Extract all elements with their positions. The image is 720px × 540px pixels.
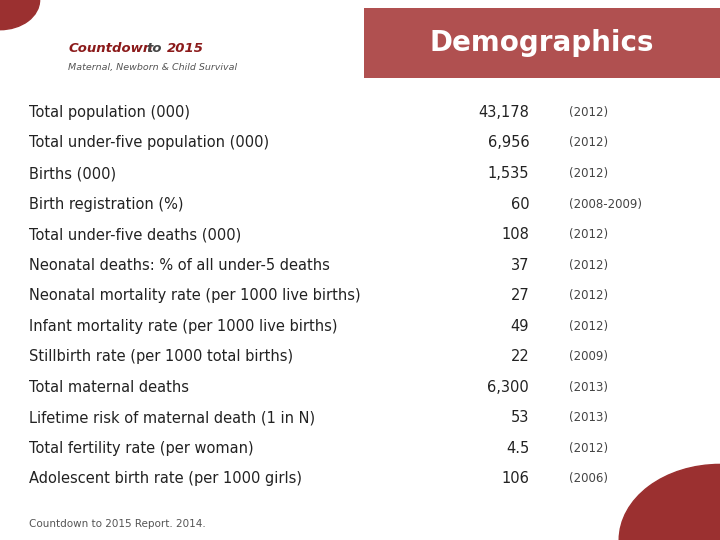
Text: Total under-five deaths (000): Total under-five deaths (000) <box>29 227 241 242</box>
Text: Birth registration (%): Birth registration (%) <box>29 197 184 212</box>
Text: Countdown to 2015 Report. 2014.: Countdown to 2015 Report. 2014. <box>29 519 205 529</box>
Text: 1,535: 1,535 <box>487 166 529 181</box>
Text: (2013): (2013) <box>569 411 608 424</box>
Wedge shape <box>619 464 720 540</box>
Text: Births (000): Births (000) <box>29 166 116 181</box>
Text: 22: 22 <box>510 349 529 364</box>
Text: Total fertility rate (per woman): Total fertility rate (per woman) <box>29 441 253 456</box>
Text: (2012): (2012) <box>569 320 608 333</box>
Text: Lifetime risk of maternal death (1 in N): Lifetime risk of maternal death (1 in N) <box>29 410 315 426</box>
Text: (2013): (2013) <box>569 381 608 394</box>
Text: Neonatal deaths: % of all under-5 deaths: Neonatal deaths: % of all under-5 deaths <box>29 258 330 273</box>
Text: (2012): (2012) <box>569 137 608 150</box>
Text: Adolescent birth rate (per 1000 girls): Adolescent birth rate (per 1000 girls) <box>29 471 302 487</box>
Text: (2012): (2012) <box>569 289 608 302</box>
Text: (2012): (2012) <box>569 167 608 180</box>
Text: 49: 49 <box>510 319 529 334</box>
Text: Total under-five population (000): Total under-five population (000) <box>29 136 269 151</box>
FancyBboxPatch shape <box>364 8 720 78</box>
Text: Neonatal mortality rate (per 1000 live births): Neonatal mortality rate (per 1000 live b… <box>29 288 361 303</box>
Text: 43,178: 43,178 <box>478 105 529 120</box>
Text: 6,956: 6,956 <box>487 136 529 151</box>
Text: Demographics: Demographics <box>430 29 654 57</box>
Text: 4.5: 4.5 <box>506 441 529 456</box>
Text: Stillbirth rate (per 1000 total births): Stillbirth rate (per 1000 total births) <box>29 349 293 364</box>
Text: (2012): (2012) <box>569 228 608 241</box>
Text: (2012): (2012) <box>569 106 608 119</box>
Text: 60: 60 <box>510 197 529 212</box>
Text: 37: 37 <box>510 258 529 273</box>
Text: (2012): (2012) <box>569 442 608 455</box>
Text: (2009): (2009) <box>569 350 608 363</box>
Text: Total population (000): Total population (000) <box>29 105 190 120</box>
Text: 108: 108 <box>501 227 529 242</box>
Text: (2012): (2012) <box>569 259 608 272</box>
Text: Total maternal deaths: Total maternal deaths <box>29 380 189 395</box>
Text: 27: 27 <box>510 288 529 303</box>
Text: to: to <box>146 42 162 55</box>
Text: 53: 53 <box>510 410 529 426</box>
Text: (2006): (2006) <box>569 472 608 485</box>
Text: Maternal, Newborn & Child Survival: Maternal, Newborn & Child Survival <box>68 63 238 72</box>
Text: 6,300: 6,300 <box>487 380 529 395</box>
Wedge shape <box>0 0 40 30</box>
Text: (2008-2009): (2008-2009) <box>569 198 642 211</box>
Text: 106: 106 <box>501 471 529 487</box>
Text: 2015: 2015 <box>167 42 204 55</box>
Text: Infant mortality rate (per 1000 live births): Infant mortality rate (per 1000 live bir… <box>29 319 337 334</box>
Text: Countdown: Countdown <box>68 42 153 55</box>
